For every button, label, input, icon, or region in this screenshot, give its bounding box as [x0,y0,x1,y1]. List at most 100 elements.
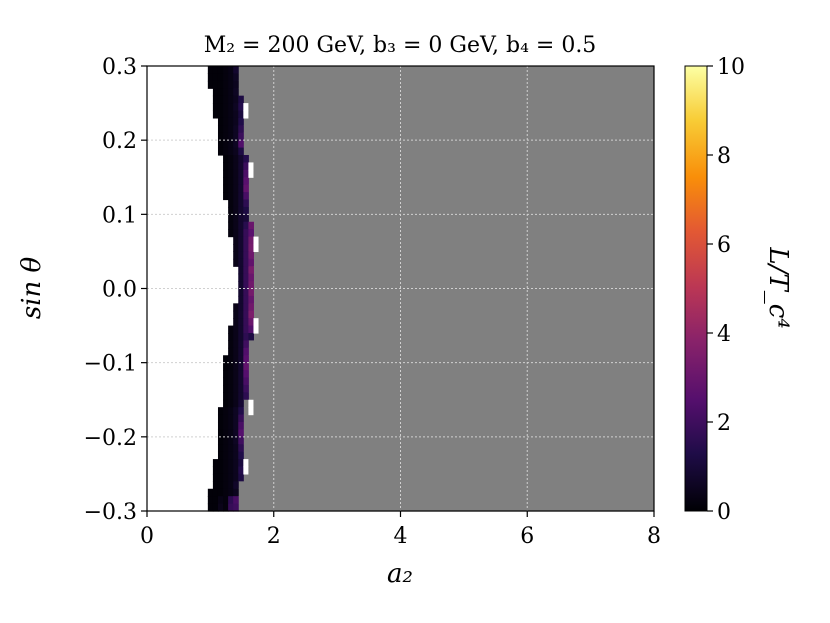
heatmap-cell [228,169,234,178]
gray-region-cell [243,422,654,431]
gray-region-cell [243,459,654,468]
gray-region-cell [243,473,654,482]
heatmap-cell [207,503,214,512]
x-tick-label: 2 [267,524,281,549]
heatmap-cell [233,473,239,482]
heatmap-cell [228,384,234,393]
heatmap-cell [243,192,249,201]
heatmap-cell [228,73,234,82]
y-tick-label: 0.2 [102,129,137,154]
heatmap-cell [223,422,229,431]
heatmap-cell [233,392,239,401]
heatmap-cell [248,251,254,260]
heatmap-cell [217,488,224,497]
colorbar-tick-label: 2 [717,411,731,436]
heatmap-cell [248,273,254,282]
heatmap-cell [223,110,229,119]
grid-lines [147,66,654,511]
heatmap-cell [207,80,214,89]
heatmap-cell [238,362,244,371]
heatmap-cell [248,295,254,304]
heatmap-cell [207,496,214,505]
heatmap-cell [212,459,219,468]
heatmap-cell [233,147,239,156]
heatmap-cell [243,377,249,386]
heatmap-cell [238,303,244,312]
heatmap-cell [243,318,249,327]
heatmap-cell [217,429,224,438]
heatmap-cell [233,236,239,245]
heatmap-cell [228,80,234,89]
heatmap-cell [243,310,249,319]
heatmap-cell [233,399,239,408]
heatmap-cell [217,73,224,82]
gray-region-cell [243,414,654,423]
heatmap-cell [217,473,224,482]
gray-region-cell [238,66,654,75]
heatmap-cell [228,399,234,408]
heatmap-cell [238,162,244,171]
heatmap-cell [217,451,224,460]
heatmap-cell [233,229,239,238]
heatmap-cell [233,355,239,364]
gray-region-cell [253,221,654,230]
heatmap-cell [243,244,249,253]
x-tick-label: 4 [394,524,408,549]
heatmap-cell [223,414,229,423]
heatmap-cell [217,103,224,112]
gray-region-cell [238,80,654,89]
heatmap-cell [217,95,224,104]
heatmap-cell [233,496,239,505]
heatmap-cell [238,392,244,401]
heatmap-cell [238,436,244,445]
gray-region-cell [253,310,654,319]
heatmap-cell [233,333,239,342]
heatmap-cell [228,451,234,460]
heatmap-cell [217,496,224,505]
heatmap-cell [223,192,229,201]
colorbar-tick-label: 8 [717,144,731,169]
heatmap-cell [243,155,249,164]
heatmap-cell [238,414,244,423]
gray-region-cell [248,392,654,401]
heatmap-cell [223,177,229,186]
heatmap-cell [238,206,244,215]
x-tick-label: 8 [647,524,661,549]
heatmap-cell [238,370,244,379]
heatmap-cell [238,384,244,393]
heatmap-cell [238,318,244,327]
heatmap-cell [248,258,254,267]
heatmap-cell [238,355,244,364]
heatmap-cell [243,251,249,260]
heatmap-cell [223,140,229,149]
heatmap-cell [243,325,249,334]
heatmap-cell [248,244,254,253]
heatmap-cell [233,169,239,178]
heatmap-cell [212,73,219,82]
heatmap-cell [238,377,244,386]
heatmap-cell [228,184,234,193]
heatmap-cell [228,325,234,334]
heatmap-cell [228,177,234,186]
gray-region-cell [243,117,654,126]
heatmap-cell [233,162,239,171]
heatmap-cell [243,384,249,393]
gray-region-cell [243,147,654,156]
heatmap-cell [238,132,244,141]
gray-region-cell [248,192,654,201]
heatmap-cell [217,422,224,431]
gray-region-cell [253,258,654,267]
heatmap-cell [228,496,234,505]
y-tick-label: −0.2 [84,426,137,451]
gray-region-cell [243,103,654,112]
heatmap-cell [243,177,249,186]
gray-region-cell [243,451,654,460]
heatmap-cell [228,392,234,401]
heatmap-cells [207,66,654,512]
heatmap-cell [228,347,234,356]
gray-region-cell [243,444,654,453]
heatmap-cell [228,377,234,386]
heatmap-cell [238,214,244,223]
y-axis-label: sin θ [17,256,47,319]
heatmap-cell [243,206,249,215]
